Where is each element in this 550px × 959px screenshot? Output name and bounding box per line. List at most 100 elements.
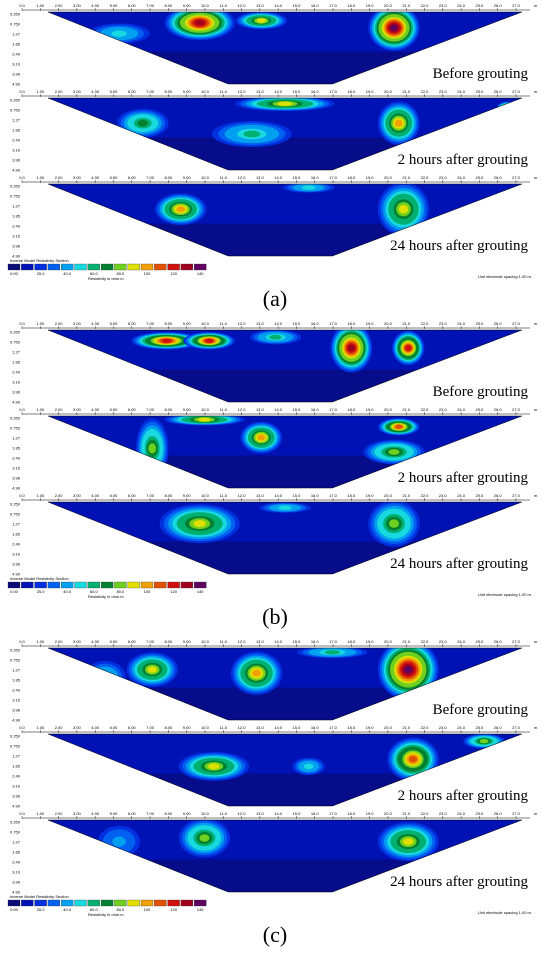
- depth-label: 3.19: [12, 552, 21, 557]
- resistivity-contour: [390, 24, 398, 31]
- x-tick-label: 1.00: [36, 89, 45, 94]
- legend-value: 120: [170, 907, 177, 912]
- x-tick-label: 4.00: [91, 407, 100, 412]
- x-tick-label: 14.0: [274, 321, 283, 326]
- depth-label: 4.90: [12, 400, 21, 405]
- x-tick-label: 24.0: [457, 175, 466, 180]
- x-tick-label: 6.00: [128, 3, 137, 8]
- x-tick-label: 5.00: [110, 811, 119, 816]
- legend-value: 60.0: [90, 271, 99, 276]
- x-tick-label: 14.0: [274, 407, 283, 412]
- legend-swatch: [34, 899, 47, 907]
- x-tick-label: 24.0: [457, 407, 466, 412]
- resistivity-contour: [269, 334, 282, 340]
- legend-value: 25.0: [37, 589, 46, 594]
- depth-label: 3.96: [12, 708, 21, 713]
- x-tick-label: 16.0: [311, 725, 320, 730]
- x-tick-label: 14.0: [274, 493, 283, 498]
- legend-unit: Resistivity in ohm.m: [88, 276, 124, 281]
- resistivity-contour: [403, 838, 414, 846]
- x-tick-label: 15.0: [293, 175, 302, 180]
- resistivity-contour: [395, 424, 403, 429]
- depth-label: 0.250: [10, 820, 21, 825]
- legend-swatch: [167, 263, 180, 271]
- depth-label: 1.85: [12, 42, 21, 47]
- section-caption: 24 hours after grouting: [390, 238, 528, 254]
- x-tick-label: 2.00: [55, 89, 64, 94]
- depth-label: 0.750: [10, 426, 21, 431]
- x-tick-label: 3.00: [73, 407, 82, 412]
- legend-swatch: [7, 263, 21, 271]
- resistivity-contour: [498, 102, 517, 115]
- x-tick-label: 1.00: [36, 407, 45, 412]
- x-tick-label: 7.00: [146, 407, 155, 412]
- x-tick-label: 23.0: [439, 3, 448, 8]
- x-tick-label: 25.0: [476, 639, 485, 644]
- x-tick-label: 14.0: [274, 811, 283, 816]
- legend-unit: Resistivity in ohm.m: [88, 912, 124, 917]
- x-tick-label: 2.00: [55, 725, 64, 730]
- depth-label: 0.750: [10, 744, 21, 749]
- depth-label: 1.85: [12, 128, 21, 133]
- x-tick-label: 22.0: [421, 321, 430, 326]
- legend-swatch: [114, 581, 127, 589]
- legend-value: 120: [170, 589, 177, 594]
- depth-label: 3.96: [12, 880, 21, 885]
- resistivity-contour: [501, 104, 515, 114]
- x-tick-label: 14.0: [274, 725, 283, 730]
- legend-swatch: [100, 263, 114, 271]
- x-tick-label: 11.0: [220, 321, 228, 326]
- depth-label: 1.27: [12, 522, 21, 527]
- x-tick-label: 21.0: [402, 407, 411, 412]
- resistivity-contour: [398, 204, 409, 214]
- x-tick-label: 7.00: [146, 3, 155, 8]
- legend-swatch: [167, 581, 180, 589]
- x-tick-label: 11.0: [220, 175, 228, 180]
- legend-swatch: [47, 581, 61, 589]
- depth-label: 3.19: [12, 148, 21, 153]
- x-tick-label: 19.0: [366, 493, 375, 498]
- x-tick-label: 2.00: [55, 811, 64, 816]
- x-tick-label: 16.0: [311, 811, 320, 816]
- x-tick-label: 25.0: [476, 175, 485, 180]
- panel-c: 0.0 1.00 2.00 3.00 4.00 5.00 6.00 7.00 8.00 9.00 1…: [0, 636, 550, 954]
- x-tick-label: 13.0: [256, 725, 265, 730]
- resistivity-contour: [111, 30, 127, 37]
- section-caption: 2 hours after grouting: [398, 152, 529, 168]
- x-tick-label: 2.00: [55, 321, 64, 326]
- x-tick-label: 26.0: [494, 89, 503, 94]
- x-tick-label: 10.0: [201, 89, 210, 94]
- depth-label: 1.85: [12, 678, 21, 683]
- x-unit: m: [534, 407, 538, 412]
- x-tick-label: 25.0: [476, 89, 485, 94]
- depth-label: 3.19: [12, 380, 21, 385]
- legend-value: 120: [170, 271, 177, 276]
- legend-swatch: [127, 263, 140, 271]
- x-tick-label: 17.0: [329, 175, 338, 180]
- x-tick-label: 8.00: [164, 725, 173, 730]
- depth-label: 3.19: [12, 870, 21, 875]
- x-tick-label: 26.0: [494, 3, 503, 8]
- x-tick-label: 10.0: [201, 407, 210, 412]
- depth-label: 1.27: [12, 204, 21, 209]
- x-tick-label: 19.0: [366, 811, 375, 816]
- x-tick-label: 22.0: [421, 639, 430, 644]
- x-tick-label: 12.0: [238, 89, 247, 94]
- x-tick-label: 27.0: [512, 3, 521, 8]
- depth-label: 0.250: [10, 502, 21, 507]
- x-tick-label: 9.00: [183, 321, 192, 326]
- x-tick-label: 21.0: [402, 89, 411, 94]
- x-tick-label: 21.0: [402, 3, 411, 8]
- x-tick-label: 5.00: [110, 175, 119, 180]
- legend-swatch: [21, 899, 34, 907]
- x-tick-label: 5.00: [110, 407, 119, 412]
- x-tick-label: 21.0: [402, 175, 411, 180]
- x-tick-label: 24.0: [457, 321, 466, 326]
- x-tick-label: 5.00: [110, 493, 119, 498]
- x-tick-label: 22.0: [421, 175, 430, 180]
- resistivity-contour: [161, 338, 172, 343]
- legend-value: 40.0: [63, 907, 72, 912]
- x-tick-label: 21.0: [402, 725, 411, 730]
- x-tick-label: 11.0: [220, 407, 228, 412]
- resistivity-contour: [497, 102, 519, 116]
